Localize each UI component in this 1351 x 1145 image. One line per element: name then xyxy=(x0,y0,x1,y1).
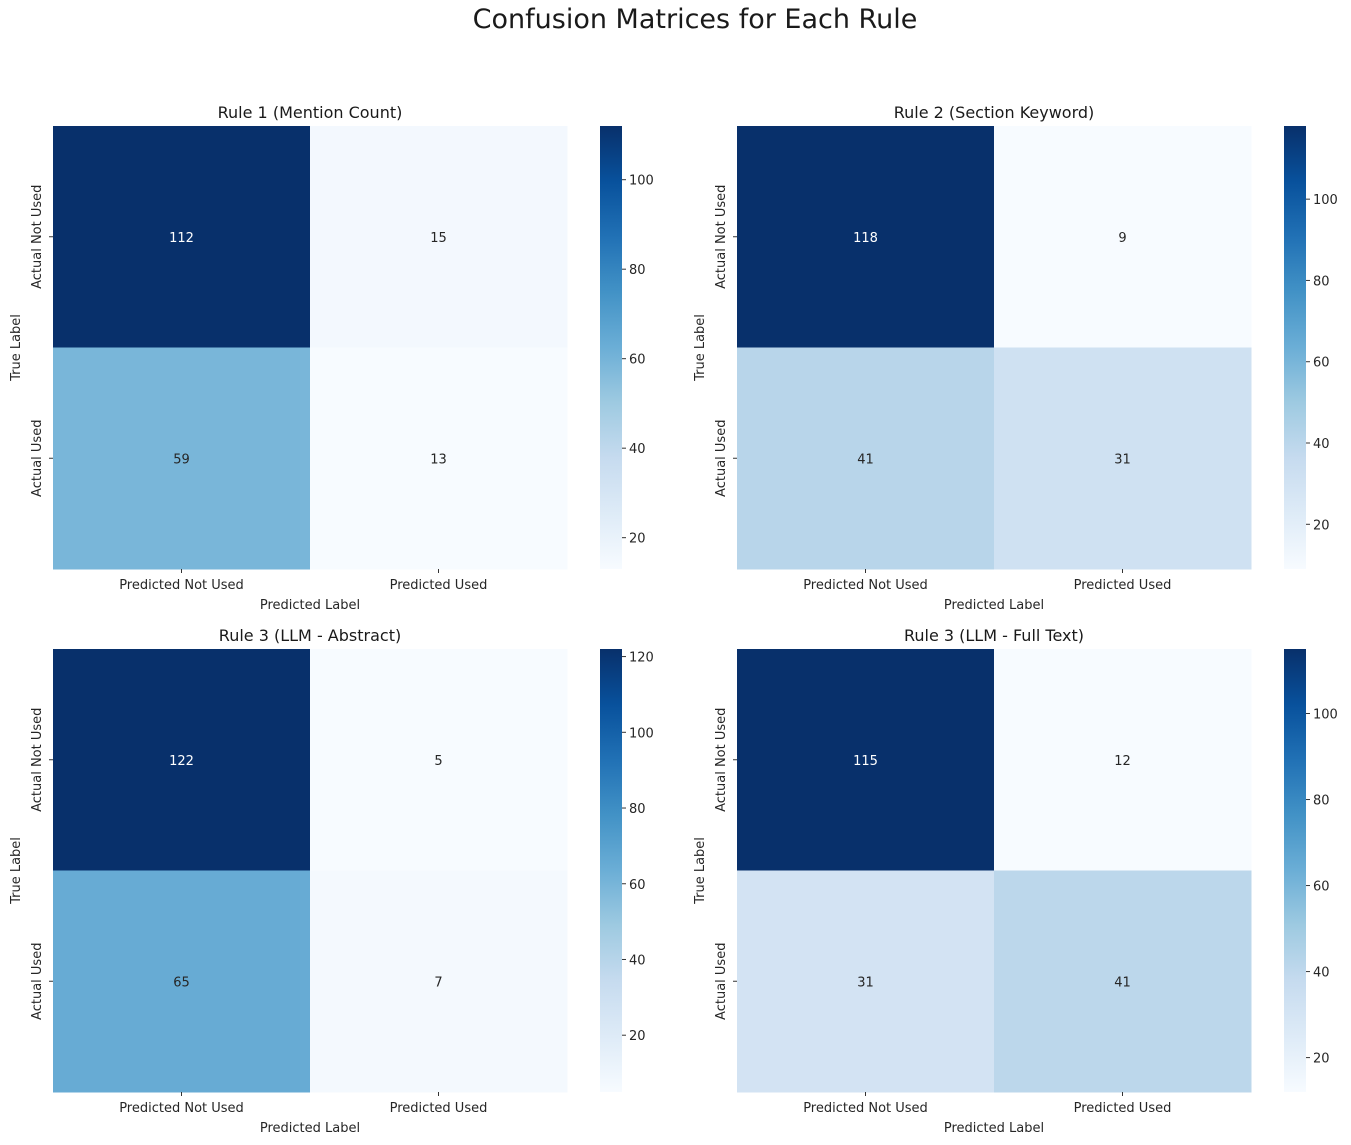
heatmap-panel-4: Rule 3 (LLM - Full Text) 115 12 31 41 Predict… xyxy=(693,626,1338,1136)
colorbar-tick-label: 100 xyxy=(629,726,654,741)
colorbar-tick-label: 80 xyxy=(629,263,646,278)
y-axis-label: True Label xyxy=(693,314,708,382)
cell-value-label: 115 xyxy=(853,754,878,769)
x-axis-label: Predicted Label xyxy=(260,598,360,613)
y-tick-label: Actual Not Used xyxy=(714,708,729,812)
x-tick-label: Predicted Used xyxy=(1074,1101,1172,1116)
heatmap-cell xyxy=(994,870,1252,1093)
heatmap-cell xyxy=(53,870,311,1093)
colorbar-tick-label: 20 xyxy=(629,532,646,547)
cell-value-label: 31 xyxy=(857,975,874,990)
heatmap-cell xyxy=(53,126,311,348)
y-tick-label: Actual Used xyxy=(30,420,45,497)
y-tick-label: Actual Not Used xyxy=(714,185,729,289)
heatmap-cell xyxy=(994,126,1252,348)
y-tick-label: Actual Used xyxy=(30,943,45,1020)
cell-value-label: 31 xyxy=(1114,452,1131,467)
heatmap-panel-3: Rule 3 (LLM - Abstract) 122 5 65 7 Predicted … xyxy=(9,626,654,1136)
heatmap-panel-2: Rule 2 (Section Keyword) 118 9 41 31 Predicte… xyxy=(693,103,1338,613)
x-tick-label: Predicted Used xyxy=(390,578,488,593)
x-axis-label: Predicted Label xyxy=(944,1121,1044,1136)
x-tick-label: Predicted Not Used xyxy=(119,1101,244,1116)
colorbar-tick-label: 60 xyxy=(629,878,646,893)
panel-title: Rule 1 (Mention Count) xyxy=(218,103,403,122)
y-axis-label: True Label xyxy=(9,314,24,382)
heatmap-panel-1: Rule 1 (Mention Count) 112 15 59 13 Predicted… xyxy=(9,103,654,613)
colorbar xyxy=(1284,126,1306,569)
x-tick-label: Predicted Not Used xyxy=(803,1101,928,1116)
x-axis-label: Predicted Label xyxy=(944,598,1044,613)
heatmap-cell xyxy=(310,126,568,348)
cell-value-label: 13 xyxy=(430,452,447,467)
y-tick-label: Actual Used xyxy=(714,420,729,497)
heatmap-cell xyxy=(53,347,311,570)
cell-value-label: 9 xyxy=(1118,231,1126,246)
y-tick-label: Actual Not Used xyxy=(30,185,45,289)
x-tick-label: Predicted Used xyxy=(390,1101,488,1116)
y-axis-label: True Label xyxy=(9,837,24,905)
heatmap-cell xyxy=(310,649,568,871)
x-tick-label: Predicted Used xyxy=(1074,578,1172,593)
cell-value-label: 41 xyxy=(1114,975,1131,990)
cell-value-label: 5 xyxy=(434,754,442,769)
heatmap-cell xyxy=(53,649,311,871)
cell-value-label: 122 xyxy=(169,754,194,769)
cell-value-label: 12 xyxy=(1114,754,1131,769)
panel-title: Rule 3 (LLM - Abstract) xyxy=(219,626,401,645)
colorbar-tick-label: 40 xyxy=(1313,437,1330,452)
colorbar-tick-label: 20 xyxy=(1313,518,1330,533)
y-axis-label: True Label xyxy=(693,837,708,905)
colorbar-tick-label: 60 xyxy=(1313,356,1330,371)
y-tick-label: Actual Not Used xyxy=(30,708,45,812)
x-axis-label: Predicted Label xyxy=(260,1121,360,1136)
heatmap-cell xyxy=(310,870,568,1093)
cell-value-label: 65 xyxy=(173,975,190,990)
heatmap-cell xyxy=(737,126,995,348)
colorbar-tick-label: 120 xyxy=(629,651,654,666)
cell-value-label: 41 xyxy=(857,452,874,467)
colorbar xyxy=(1284,649,1306,1092)
colorbar-tick-label: 40 xyxy=(1313,966,1330,981)
x-tick-label: Predicted Not Used xyxy=(119,578,244,593)
heatmap-cell xyxy=(310,347,568,570)
colorbar-tick-label: 60 xyxy=(629,353,646,368)
colorbar-tick-label: 60 xyxy=(1313,880,1330,895)
colorbar-tick-label: 100 xyxy=(1313,193,1338,208)
heatmap-cell xyxy=(994,649,1252,871)
colorbar xyxy=(600,649,622,1092)
heatmap-cell xyxy=(737,870,995,1093)
cell-value-label: 7 xyxy=(434,975,442,990)
colorbar-tick-label: 20 xyxy=(1313,1052,1330,1067)
panel-title: Rule 2 (Section Keyword) xyxy=(894,103,1095,122)
colorbar-tick-label: 40 xyxy=(629,953,646,968)
colorbar-tick-label: 80 xyxy=(1313,274,1330,289)
colorbar-tick-label: 20 xyxy=(629,1029,646,1044)
heatmap-cell xyxy=(737,347,995,570)
colorbar-tick-label: 100 xyxy=(1313,708,1338,723)
cell-value-label: 118 xyxy=(853,231,878,246)
heatmap-cell xyxy=(994,347,1252,570)
colorbar-tick-label: 80 xyxy=(1313,794,1330,809)
cell-value-label: 15 xyxy=(430,231,447,246)
cell-value-label: 112 xyxy=(169,231,194,246)
colorbar xyxy=(600,126,622,569)
colorbar-tick-label: 40 xyxy=(629,442,646,457)
colorbar-tick-label: 80 xyxy=(629,802,646,817)
y-tick-label: Actual Used xyxy=(714,943,729,1020)
figure-title: Confusion Matrices for Each Rule xyxy=(472,4,918,35)
x-tick-label: Predicted Not Used xyxy=(803,578,928,593)
cell-value-label: 59 xyxy=(173,452,190,467)
colorbar-tick-label: 100 xyxy=(629,174,654,189)
heatmap-cell xyxy=(737,649,995,871)
panel-title: Rule 3 (LLM - Full Text) xyxy=(904,626,1084,645)
